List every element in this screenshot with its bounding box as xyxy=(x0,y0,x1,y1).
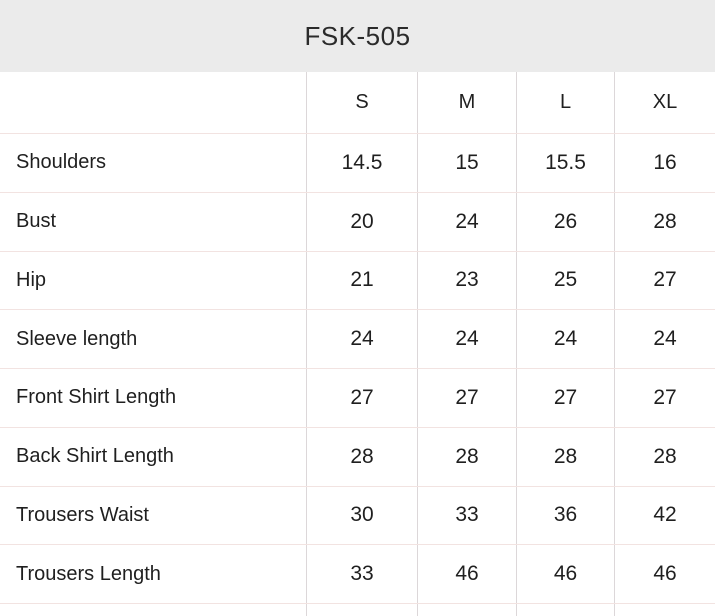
measurement-value: 27 xyxy=(653,268,677,292)
measurement-value: 24 xyxy=(418,192,517,251)
measurement-value: 28 xyxy=(653,444,677,468)
table-row-partial xyxy=(0,604,715,616)
table-row-trousers-length: Trousers Length 33 46 46 46 xyxy=(0,545,715,604)
row-label: Front Shirt Length xyxy=(0,369,307,427)
measurement-value: 24 xyxy=(307,310,418,368)
row-label: Back Shirt Length xyxy=(0,427,307,486)
measurement-value: 36 xyxy=(517,486,615,545)
size-chart-title-bar: FSK-505 xyxy=(0,0,715,72)
measurement-value: 27 xyxy=(517,369,615,427)
measurement-value: 24 xyxy=(517,310,615,368)
measurement-value: 25 xyxy=(517,251,615,310)
table-row-hip: Hip 21 23 25 27 xyxy=(0,251,715,311)
table-row-trousers-waist: Trousers Waist 30 33 36 42 xyxy=(0,486,715,546)
size-header-empty-cell xyxy=(0,72,307,133)
row-label: Bust xyxy=(0,192,307,251)
measurement-value: 15.5 xyxy=(517,134,615,192)
row-label: Sleeve length xyxy=(0,310,307,368)
measurement-value: 30 xyxy=(307,486,418,545)
measurement-value: 24 xyxy=(653,327,677,351)
measurement-value: 33 xyxy=(418,486,517,545)
size-header-row: S M L XL xyxy=(0,72,715,134)
size-column-header-xl: XL xyxy=(652,91,678,113)
product-code-title: FSK-505 xyxy=(304,20,411,51)
measurement-value: 27 xyxy=(307,369,418,427)
row-label: Trousers Waist xyxy=(0,486,307,545)
measurement-value: 15 xyxy=(418,134,517,192)
table-row-sleeve-length: Sleeve length 24 24 24 24 xyxy=(0,310,715,369)
measurement-value: 42 xyxy=(653,503,677,527)
measurement-value: 46 xyxy=(653,562,677,586)
table-row-bust: Bust 20 24 26 28 xyxy=(0,192,715,252)
size-column-header-l: L xyxy=(517,72,615,133)
size-chart-table: S M L XL Shoulders 14.5 15 15.5 16 Bust … xyxy=(0,72,715,616)
row-label: Shoulders xyxy=(0,134,307,192)
measurement-value: 28 xyxy=(418,427,517,486)
table-row-back-shirt-length: Back Shirt Length 28 28 28 28 xyxy=(0,427,715,487)
measurement-value: 28 xyxy=(517,427,615,486)
table-row-front-shirt-length: Front Shirt Length 27 27 27 27 xyxy=(0,369,715,428)
size-column-header-s: S xyxy=(307,72,418,133)
measurement-value: 23 xyxy=(418,251,517,310)
measurement-value: 21 xyxy=(307,251,418,310)
measurement-value: 46 xyxy=(517,545,615,603)
row-label: Trousers Length xyxy=(0,545,307,603)
measurement-value: 24 xyxy=(418,310,517,368)
measurement-value: 46 xyxy=(418,545,517,603)
measurement-value: 28 xyxy=(653,209,677,233)
measurement-value: 33 xyxy=(307,545,418,603)
table-row-shoulders: Shoulders 14.5 15 15.5 16 xyxy=(0,134,715,193)
measurement-value: 16 xyxy=(653,150,677,174)
row-label: Hip xyxy=(0,251,307,310)
measurement-value: 20 xyxy=(307,192,418,251)
measurement-value: 28 xyxy=(307,427,418,486)
measurement-value: 14.5 xyxy=(307,134,418,192)
size-column-header-m: M xyxy=(418,72,517,133)
measurement-value: 27 xyxy=(653,385,677,409)
measurement-value: 27 xyxy=(418,369,517,427)
measurement-value: 26 xyxy=(517,192,615,251)
